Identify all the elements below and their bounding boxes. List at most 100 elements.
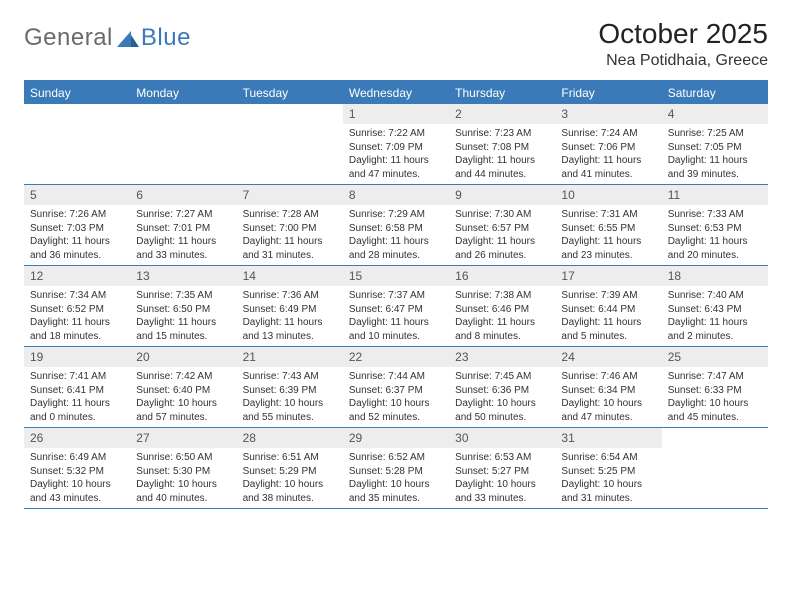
- day-cell: 8Sunrise: 7:29 AMSunset: 6:58 PMDaylight…: [343, 185, 449, 265]
- daylight-text: Daylight: 10 hours and 47 minutes.: [561, 397, 655, 424]
- day-info: Sunrise: 7:23 AMSunset: 7:08 PMDaylight:…: [449, 124, 555, 184]
- date-number: 19: [24, 347, 130, 367]
- daylight-text: Daylight: 11 hours and 2 minutes.: [668, 316, 762, 343]
- day-cell: 17Sunrise: 7:39 AMSunset: 6:44 PMDayligh…: [555, 266, 661, 346]
- day-cell: [24, 104, 130, 184]
- dayhead-sunday: Sunday: [24, 82, 130, 104]
- daylight-text: Daylight: 11 hours and 41 minutes.: [561, 154, 655, 181]
- sunrise-text: Sunrise: 7:22 AM: [349, 127, 443, 141]
- sunrise-text: Sunrise: 6:50 AM: [136, 451, 230, 465]
- daylight-text: Daylight: 11 hours and 15 minutes.: [136, 316, 230, 343]
- day-info: Sunrise: 6:52 AMSunset: 5:28 PMDaylight:…: [343, 448, 449, 508]
- sunrise-text: Sunrise: 6:52 AM: [349, 451, 443, 465]
- sunset-text: Sunset: 5:29 PM: [243, 465, 337, 479]
- sunrise-text: Sunrise: 7:26 AM: [30, 208, 124, 222]
- day-info: Sunrise: 7:26 AMSunset: 7:03 PMDaylight:…: [24, 205, 130, 265]
- day-info: Sunrise: 7:25 AMSunset: 7:05 PMDaylight:…: [662, 124, 768, 184]
- daylight-text: Daylight: 11 hours and 47 minutes.: [349, 154, 443, 181]
- day-header-row: Sunday Monday Tuesday Wednesday Thursday…: [24, 82, 768, 104]
- sunrise-text: Sunrise: 7:36 AM: [243, 289, 337, 303]
- date-number: 4: [662, 104, 768, 124]
- day-info: Sunrise: 7:33 AMSunset: 6:53 PMDaylight:…: [662, 205, 768, 265]
- sunset-text: Sunset: 6:44 PM: [561, 303, 655, 317]
- week-row: 12Sunrise: 7:34 AMSunset: 6:52 PMDayligh…: [24, 266, 768, 347]
- sunset-text: Sunset: 6:50 PM: [136, 303, 230, 317]
- sunrise-text: Sunrise: 7:30 AM: [455, 208, 549, 222]
- day-info: Sunrise: 7:44 AMSunset: 6:37 PMDaylight:…: [343, 367, 449, 427]
- day-info: Sunrise: 6:53 AMSunset: 5:27 PMDaylight:…: [449, 448, 555, 508]
- daylight-text: Daylight: 10 hours and 45 minutes.: [668, 397, 762, 424]
- day-cell: 5Sunrise: 7:26 AMSunset: 7:03 PMDaylight…: [24, 185, 130, 265]
- calendar: Sunday Monday Tuesday Wednesday Thursday…: [24, 80, 768, 509]
- sunrise-text: Sunrise: 7:46 AM: [561, 370, 655, 384]
- daylight-text: Daylight: 11 hours and 0 minutes.: [30, 397, 124, 424]
- sunset-text: Sunset: 5:30 PM: [136, 465, 230, 479]
- sunrise-text: Sunrise: 7:31 AM: [561, 208, 655, 222]
- day-cell: 6Sunrise: 7:27 AMSunset: 7:01 PMDaylight…: [130, 185, 236, 265]
- day-cell: 28Sunrise: 6:51 AMSunset: 5:29 PMDayligh…: [237, 428, 343, 508]
- day-cell: 26Sunrise: 6:49 AMSunset: 5:32 PMDayligh…: [24, 428, 130, 508]
- day-cell: 30Sunrise: 6:53 AMSunset: 5:27 PMDayligh…: [449, 428, 555, 508]
- sunrise-text: Sunrise: 7:43 AM: [243, 370, 337, 384]
- day-cell: 20Sunrise: 7:42 AMSunset: 6:40 PMDayligh…: [130, 347, 236, 427]
- date-number: 16: [449, 266, 555, 286]
- day-info: Sunrise: 6:51 AMSunset: 5:29 PMDaylight:…: [237, 448, 343, 508]
- day-cell: 19 Sunrise: 7:41 AMSunset: 6:41 PMDayligh…: [24, 347, 130, 427]
- sunset-text: Sunset: 6:41 PM: [30, 384, 124, 398]
- day-cell: 1Sunrise: 7:22 AMSunset: 7:09 PMDaylight…: [343, 104, 449, 184]
- sunset-text: Sunset: 6:39 PM: [243, 384, 337, 398]
- day-cell: 14Sunrise: 7:36 AMSunset: 6:49 PMDayligh…: [237, 266, 343, 346]
- daylight-text: Daylight: 11 hours and 23 minutes.: [561, 235, 655, 262]
- daylight-text: Daylight: 11 hours and 18 minutes.: [30, 316, 124, 343]
- date-number: 18: [662, 266, 768, 286]
- daylight-text: Daylight: 11 hours and 33 minutes.: [136, 235, 230, 262]
- day-cell: 18Sunrise: 7:40 AMSunset: 6:43 PMDayligh…: [662, 266, 768, 346]
- date-number: 13: [130, 266, 236, 286]
- sunrise-text: Sunrise: 6:51 AM: [243, 451, 337, 465]
- dayhead-saturday: Saturday: [662, 82, 768, 104]
- sunset-text: Sunset: 7:06 PM: [561, 141, 655, 155]
- sunset-text: Sunset: 7:08 PM: [455, 141, 549, 155]
- daylight-text: Daylight: 11 hours and 39 minutes.: [668, 154, 762, 181]
- day-cell: 24Sunrise: 7:46 AMSunset: 6:34 PMDayligh…: [555, 347, 661, 427]
- sunset-text: Sunset: 7:03 PM: [30, 222, 124, 236]
- logo-triangle-icon: [117, 29, 139, 47]
- day-info: Sunrise: 7:34 AMSunset: 6:52 PMDaylight:…: [24, 286, 130, 346]
- sunrise-text: Sunrise: 7:41 AM: [30, 370, 124, 384]
- day-cell: [662, 428, 768, 508]
- title-block: October 2025 Nea Potidhaia, Greece: [598, 18, 768, 70]
- sunrise-text: Sunrise: 7:34 AM: [30, 289, 124, 303]
- daylight-text: Daylight: 11 hours and 26 minutes.: [455, 235, 549, 262]
- daylight-text: Daylight: 11 hours and 10 minutes.: [349, 316, 443, 343]
- date-number: 21: [237, 347, 343, 367]
- day-info: Sunrise: 7:27 AMSunset: 7:01 PMDaylight:…: [130, 205, 236, 265]
- day-info: Sunrise: 7:39 AMSunset: 6:44 PMDaylight:…: [555, 286, 661, 346]
- day-info: Sunrise: 7:29 AMSunset: 6:58 PMDaylight:…: [343, 205, 449, 265]
- date-number: 22: [343, 347, 449, 367]
- day-cell: 11Sunrise: 7:33 AMSunset: 6:53 PMDayligh…: [662, 185, 768, 265]
- day-cell: 2Sunrise: 7:23 AMSunset: 7:08 PMDaylight…: [449, 104, 555, 184]
- daylight-text: Daylight: 11 hours and 28 minutes.: [349, 235, 443, 262]
- date-number: 10: [555, 185, 661, 205]
- week-row: 26Sunrise: 6:49 AMSunset: 5:32 PMDayligh…: [24, 428, 768, 509]
- sunrise-text: Sunrise: 6:54 AM: [561, 451, 655, 465]
- sunset-text: Sunset: 6:37 PM: [349, 384, 443, 398]
- date-number: 7: [237, 185, 343, 205]
- date-number: [662, 428, 768, 434]
- daylight-text: Daylight: 10 hours and 55 minutes.: [243, 397, 337, 424]
- sunrise-text: Sunrise: 7:33 AM: [668, 208, 762, 222]
- day-info: Sunrise: 7:37 AMSunset: 6:47 PMDaylight:…: [343, 286, 449, 346]
- daylight-text: Daylight: 11 hours and 20 minutes.: [668, 235, 762, 262]
- daylight-text: Daylight: 10 hours and 40 minutes.: [136, 478, 230, 505]
- day-info: Sunrise: 7:24 AMSunset: 7:06 PMDaylight:…: [555, 124, 661, 184]
- sunrise-text: Sunrise: 6:49 AM: [30, 451, 124, 465]
- date-number: 25: [662, 347, 768, 367]
- day-cell: 7Sunrise: 7:28 AMSunset: 7:00 PMDaylight…: [237, 185, 343, 265]
- day-cell: 4Sunrise: 7:25 AMSunset: 7:05 PMDaylight…: [662, 104, 768, 184]
- week-row: 19Sunrise: 7:41 AMSunset: 6:41 PMDayligh…: [24, 347, 768, 428]
- date-number: 17: [555, 266, 661, 286]
- daylight-text: Daylight: 11 hours and 5 minutes.: [561, 316, 655, 343]
- sunrise-text: Sunrise: 7:42 AM: [136, 370, 230, 384]
- daylight-text: Daylight: 11 hours and 36 minutes.: [30, 235, 124, 262]
- daylight-text: Daylight: 11 hours and 44 minutes.: [455, 154, 549, 181]
